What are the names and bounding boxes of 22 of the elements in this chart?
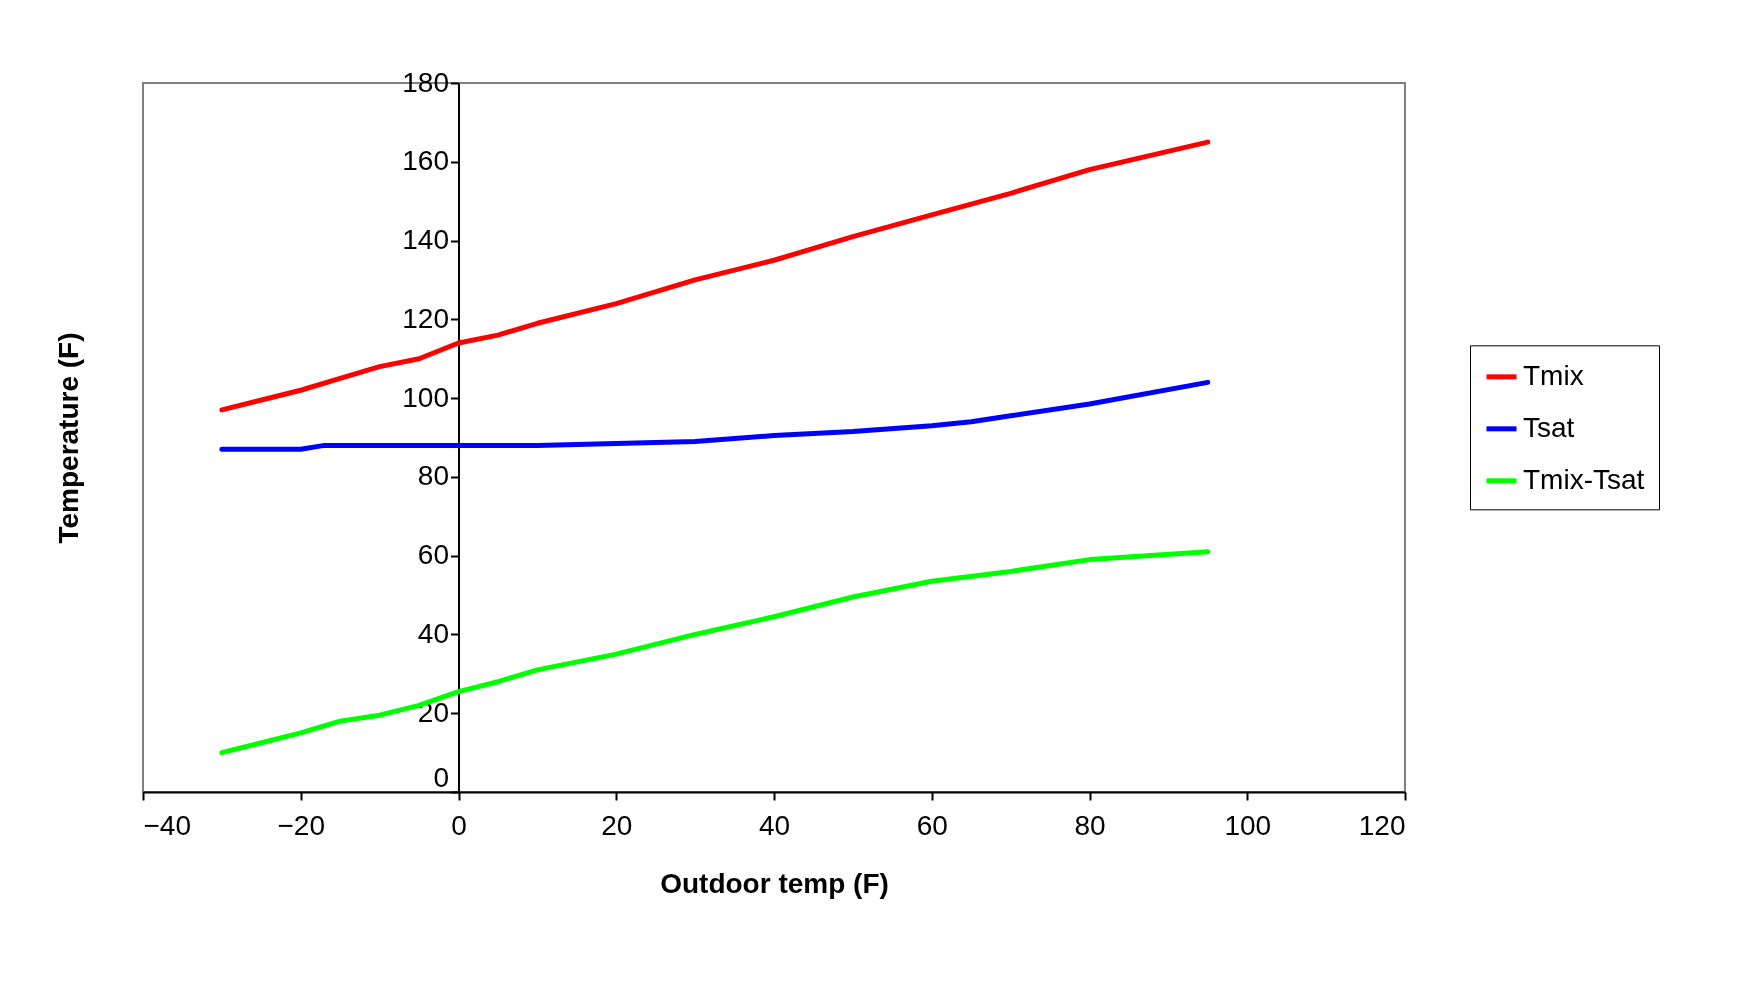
x-tick-label: 60 [916,809,948,841]
x-tick-label: −40 [143,809,191,841]
x-tick-label: 100 [1224,809,1272,841]
x-tick-label: 20 [601,809,633,841]
y-tick-label: 40 [417,617,449,649]
y-tick-label: 160 [402,145,449,177]
x-tick-label: 120 [1358,809,1406,841]
y-tick-label: 120 [402,302,449,334]
y-tick-label: 140 [402,224,449,256]
x-tick-label: −20 [277,809,325,841]
y-tick-label: 180 [402,66,449,98]
legend-label: Tsat [1523,411,1575,443]
legend-label: Tmix [1523,359,1584,391]
x-tick-label: 40 [758,809,791,841]
y-tick-label: 100 [402,381,449,413]
y-axis-title: Temperature (F) [52,332,84,544]
y-tick-label: 60 [417,539,449,571]
y-tick-label: 0 [433,761,449,793]
y-tick-label: 80 [417,460,449,492]
x-axis-title: Outdoor temp (F) [660,867,889,899]
legend-label: Tmix-Tsat [1523,463,1645,495]
x-tick-label: 80 [1074,809,1106,841]
